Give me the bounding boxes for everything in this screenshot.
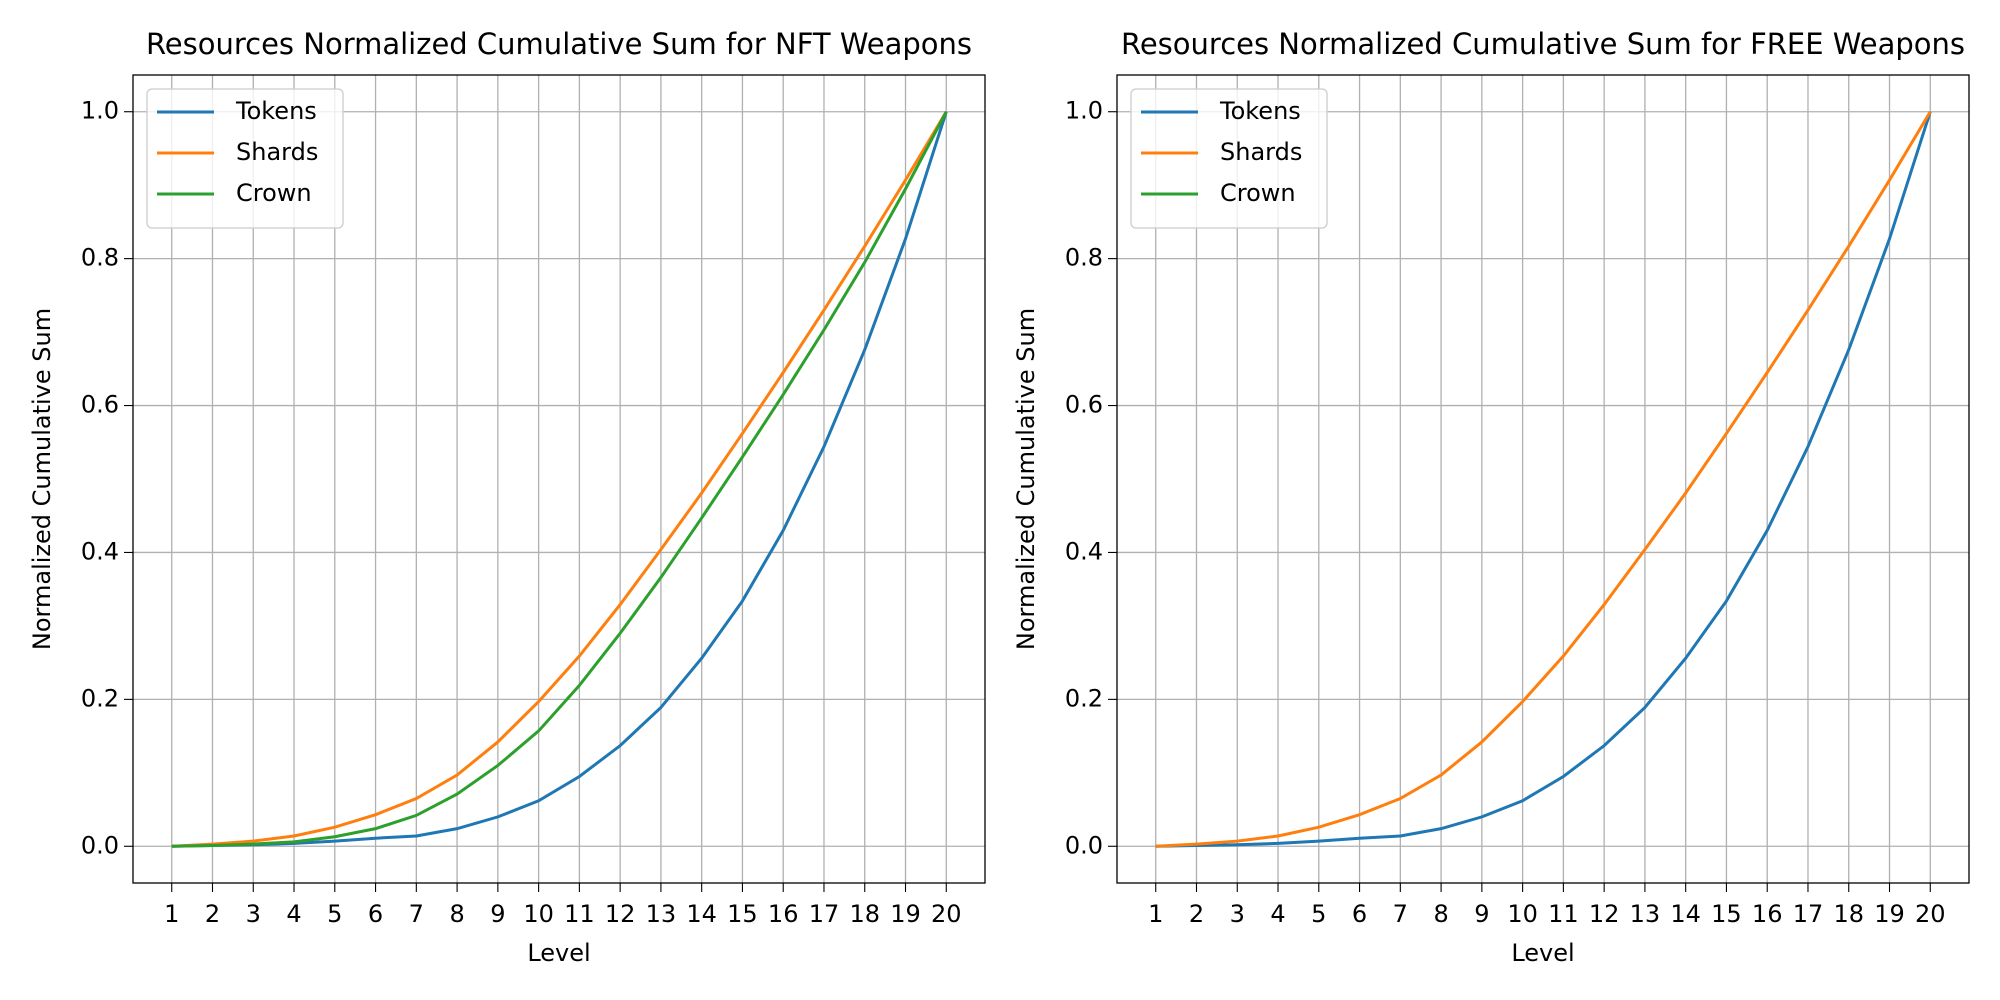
data-line	[171, 110, 948, 848]
data-line	[171, 111, 948, 848]
data-line	[1155, 110, 1932, 848]
x-tick-label: 18	[1833, 900, 1864, 928]
y-tick-label: 0.8	[1065, 244, 1103, 272]
legend-label: Crown	[1220, 179, 1296, 207]
x-tick-label: 12	[605, 900, 636, 928]
x-tick-label: 17	[1793, 900, 1824, 928]
y-tick-label: 0.0	[1065, 831, 1103, 859]
y-tick-label: 1.0	[1065, 97, 1103, 125]
legend-label: Tokens	[1219, 97, 1301, 125]
x-tick-label: 15	[1711, 900, 1742, 928]
x-tick-label: 13	[646, 900, 677, 928]
x-tick-label: 11	[1548, 900, 1579, 928]
x-tick-label: 6	[1352, 900, 1367, 928]
y-tick-label: 0.0	[81, 831, 119, 859]
chart-title: Resources Normalized Cumulative Sum for …	[146, 27, 972, 61]
x-tick-label: 7	[409, 900, 424, 928]
y-axis-label: Normalized Cumulative Sum	[1012, 308, 1040, 650]
subplot: 1 2 3 4 5 6 7 8 9 10 11 12 13 14 15 16 17 18 19 200.00.20.4…	[28, 27, 986, 967]
y-axis-label: Normalized Cumulative Sum	[28, 308, 56, 650]
x-tick-label: 3	[246, 900, 261, 928]
legend-label: Shards	[236, 138, 318, 166]
x-tick-label: 20	[1915, 900, 1946, 928]
subplot: 1 2 3 4 5 6 7 8 9 10 11 12 13 14 15 16 17 18 19 200.00.20.4…	[1012, 27, 1970, 967]
y-tick-label: 0.4	[81, 537, 119, 565]
y-tick-label: 0.6	[81, 391, 119, 419]
y-tick-label: 1.0	[81, 97, 119, 125]
x-tick-label: 15	[727, 900, 758, 928]
data-line	[171, 111, 948, 848]
x-tick-label: 19	[1874, 900, 1905, 928]
x-tick-label: 8	[1433, 900, 1448, 928]
chart-title: Resources Normalized Cumulative Sum for …	[1121, 27, 1965, 61]
x-tick-label: 14	[1670, 900, 1701, 928]
x-tick-label: 2	[1189, 900, 1204, 928]
x-tick-label: 16	[1752, 900, 1783, 928]
x-tick-label: 6	[368, 900, 383, 928]
x-tick-label: 10	[523, 900, 554, 928]
x-tick-label: 2	[205, 900, 220, 928]
x-tick-label: 14	[686, 900, 717, 928]
x-axis-label: Level	[1511, 939, 1574, 967]
x-tick-label: 5	[1311, 900, 1326, 928]
x-tick-label: 8	[449, 900, 464, 928]
legend-label: Tokens	[235, 97, 317, 125]
x-tick-label: 9	[490, 900, 505, 928]
x-tick-label: 10	[1507, 900, 1538, 928]
legend-label: Shards	[1220, 138, 1302, 166]
x-tick-label: 9	[1474, 900, 1489, 928]
x-tick-label: 19	[890, 900, 921, 928]
x-tick-label: 18	[849, 900, 880, 928]
x-tick-label: 5	[327, 900, 342, 928]
x-tick-label: 12	[1589, 900, 1620, 928]
x-tick-label: 1	[164, 900, 179, 928]
axes-frame	[132, 74, 986, 884]
y-tick-label: 0.2	[81, 684, 119, 712]
x-tick-label: 17	[809, 900, 840, 928]
x-tick-label: 7	[1393, 900, 1408, 928]
y-tick-label: 0.2	[1065, 684, 1103, 712]
x-tick-label: 11	[564, 900, 595, 928]
x-tick-label: 4	[286, 900, 301, 928]
x-tick-label: 16	[768, 900, 799, 928]
y-tick-label: 0.4	[1065, 537, 1103, 565]
axes-frame	[1116, 74, 1970, 884]
x-tick-label: 13	[1630, 900, 1661, 928]
x-tick-label: 1	[1148, 900, 1163, 928]
x-axis-label: Level	[527, 939, 590, 967]
data-line	[1155, 111, 1932, 848]
x-tick-label: 4	[1270, 900, 1285, 928]
y-tick-label: 0.6	[1065, 391, 1103, 419]
y-tick-label: 0.8	[81, 244, 119, 272]
x-tick-label: 3	[1230, 900, 1245, 928]
legend-label: Crown	[236, 179, 312, 207]
x-tick-label: 20	[931, 900, 962, 928]
